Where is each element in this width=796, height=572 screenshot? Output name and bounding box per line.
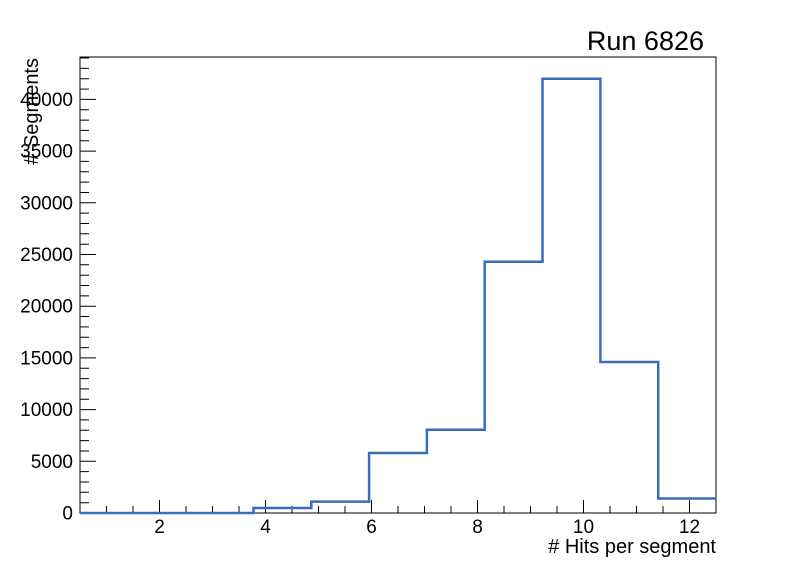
x-tick-label: 12 (679, 517, 700, 538)
y-tick-label: 10000 (20, 400, 73, 421)
y-tick-label: 30000 (20, 193, 73, 214)
y-axis-title: # Segments (21, 58, 43, 165)
y-tick-label: 0 (62, 504, 73, 525)
y-tick-label: 25000 (20, 245, 73, 266)
y-tick-label: 15000 (20, 348, 73, 369)
y-tick-label: 35000 (20, 142, 73, 163)
y-tick-label: 5000 (31, 452, 73, 473)
y-tick-label: 20000 (20, 297, 73, 318)
axis-ticks (80, 57, 717, 514)
x-tick-label: 6 (366, 517, 377, 538)
plot-frame (79, 56, 717, 514)
x-tick-label: 2 (154, 517, 165, 538)
x-tick-label: 8 (472, 517, 483, 538)
plot-title: Run 6826 (587, 26, 704, 56)
histogram-line (80, 77, 716, 515)
x-axis-title: # Hits per segment (548, 536, 716, 558)
x-tick-label: 10 (573, 517, 594, 538)
y-tick-label: 40000 (20, 90, 73, 111)
x-tick-label: 4 (260, 517, 271, 538)
